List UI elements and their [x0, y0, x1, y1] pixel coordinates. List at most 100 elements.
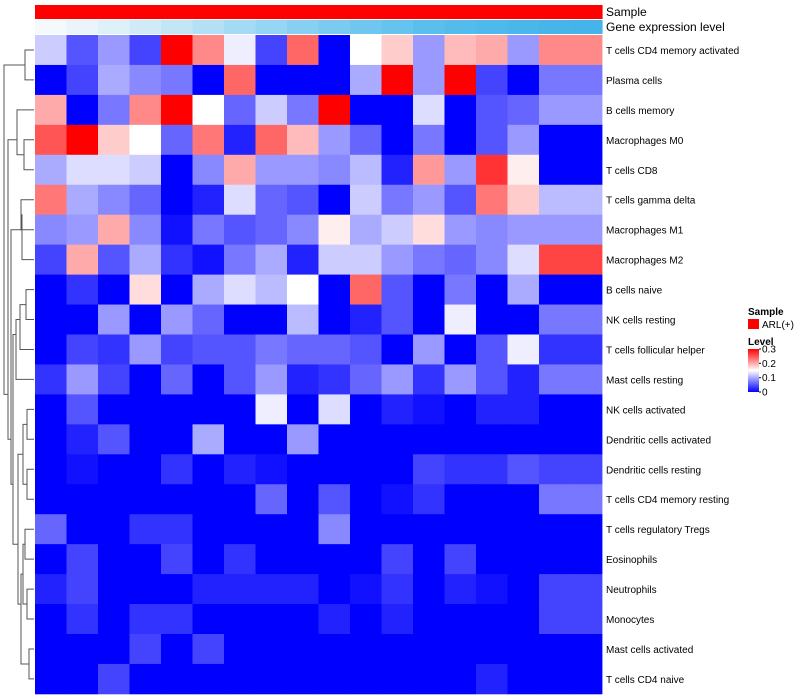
row-label: B cells memory — [606, 106, 674, 117]
expression-annotation-cell — [35, 20, 68, 34]
heatmap-cell — [381, 304, 414, 335]
heatmap-cell — [35, 394, 67, 425]
heatmap-cell — [350, 304, 382, 335]
heatmap-cell — [381, 94, 414, 126]
heatmap-cell — [507, 424, 540, 455]
sample-annotation-cell — [35, 5, 68, 19]
heatmap-cell — [98, 334, 130, 365]
heatmap-cell — [35, 634, 67, 665]
heatmap-cell — [66, 35, 99, 66]
heatmap-cell — [98, 274, 130, 305]
heatmap-cell — [318, 424, 351, 455]
heatmap-cell — [350, 184, 382, 216]
heatmap-cell — [161, 244, 193, 275]
heatmap-cell — [66, 604, 99, 635]
heatmap-cell — [570, 124, 603, 156]
heatmap-cell — [35, 154, 67, 186]
heatmap-cell — [381, 634, 414, 665]
heatmap-cell — [255, 124, 288, 156]
dendrogram-branch — [17, 453, 23, 605]
heatmap-cell — [507, 364, 540, 395]
heatmap-cell — [287, 634, 319, 665]
heatmap-cell — [444, 304, 477, 335]
heatmap-cell — [413, 394, 445, 425]
heatmap-cell — [192, 304, 225, 335]
heatmap-cell — [539, 214, 571, 246]
heatmap-cell — [287, 274, 319, 305]
heatmap-cell — [192, 663, 225, 695]
heatmap-cell — [413, 514, 445, 545]
heatmap-cell — [35, 514, 67, 545]
row-label: T cells CD8 — [606, 166, 658, 177]
row-label: T cells gamma delta — [606, 196, 696, 207]
heatmap-cell — [287, 394, 319, 425]
heatmap-cell — [35, 484, 67, 515]
heatmap-cell — [255, 35, 288, 66]
annotation-label-expression: Gene expression level — [606, 20, 725, 34]
heatmap-cell — [129, 634, 162, 665]
heatmap-cell — [381, 124, 414, 156]
heatmap-cell — [507, 454, 540, 485]
expression-annotation-cell — [476, 20, 509, 34]
dendrogram-branch — [7, 139, 17, 440]
heatmap-cell — [192, 94, 225, 126]
heatmap-cell — [444, 454, 477, 485]
sample-annotation-cell — [381, 5, 414, 19]
heatmap-cell — [476, 424, 508, 455]
heatmap-cell — [381, 364, 414, 395]
heatmap-cell — [476, 35, 508, 66]
heatmap-cell — [66, 394, 99, 425]
heatmap-cell — [570, 334, 603, 365]
heatmap-cell — [539, 394, 571, 425]
heatmap-cell — [539, 124, 571, 156]
heatmap-cell — [476, 634, 508, 665]
heatmap-cell — [507, 274, 540, 305]
heatmap-cell — [413, 214, 445, 246]
heatmap-cell — [350, 364, 382, 395]
heatmap-cell — [287, 514, 319, 545]
heatmap-cell — [476, 454, 508, 485]
heatmap-cell — [224, 364, 256, 395]
heatmap-cell — [570, 274, 603, 305]
expression-annotation-cell — [444, 20, 477, 34]
heatmap-cell — [161, 35, 193, 66]
row-label: T cells follicular helper — [606, 346, 705, 357]
heatmap-cell — [539, 424, 571, 455]
heatmap-cell — [570, 634, 603, 665]
heatmap-cell — [507, 214, 540, 246]
heatmap-cell — [413, 604, 445, 635]
heatmap-cell — [507, 94, 540, 126]
heatmap-cell — [192, 604, 225, 635]
heatmap-cell — [570, 154, 603, 186]
heatmap-cell — [444, 634, 477, 665]
heatmap-cell — [413, 454, 445, 485]
heatmap-cell — [255, 394, 288, 425]
heatmap-cell — [413, 484, 445, 515]
heatmap-cell — [66, 424, 99, 455]
heatmap-cell — [570, 574, 603, 605]
heatmap-cell — [570, 64, 603, 96]
heatmap-cell — [287, 544, 319, 575]
heatmap-cell — [224, 304, 256, 335]
heatmap-cell — [318, 663, 351, 695]
heatmap-cell — [381, 154, 414, 186]
heatmap-cell — [98, 454, 130, 485]
heatmap-cell — [539, 154, 571, 186]
heatmap-cell — [570, 35, 603, 66]
heatmap-cell — [129, 94, 162, 126]
expression-annotation-cell — [98, 20, 131, 34]
legend-level-title: Level — [748, 337, 774, 348]
legend-tick-label: 0.1 — [762, 373, 776, 384]
heatmap-cell — [66, 244, 99, 275]
heatmap-cell — [318, 214, 351, 246]
row-label: Neutrophils — [606, 585, 657, 596]
heatmap-cell — [350, 334, 382, 365]
heatmap-cell — [161, 514, 193, 545]
sample-annotation-cell — [287, 5, 320, 19]
heatmap-cell — [129, 364, 162, 395]
heatmap-cell — [35, 574, 67, 605]
heatmap-cell — [161, 304, 193, 335]
heatmap-cell — [35, 274, 67, 305]
heatmap-cell — [476, 604, 508, 635]
heatmap-cell — [35, 424, 67, 455]
